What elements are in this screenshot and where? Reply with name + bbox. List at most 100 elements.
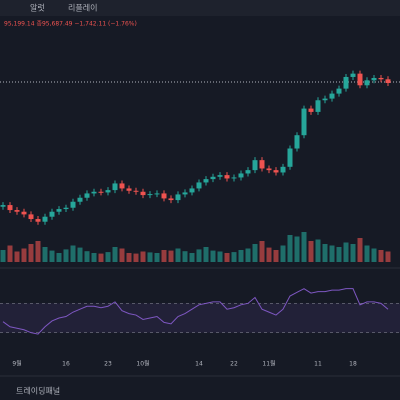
volume-bar [7,245,13,262]
candle-body [224,175,230,179]
rsi-line [2,288,389,335]
volume-bar [70,245,76,262]
candle-body [217,175,223,177]
replay-button[interactable]: 리플레이 [68,3,97,13]
candle-body [343,76,349,89]
x-tick-label: 11월 [262,360,275,368]
candle-body [196,182,202,189]
volume-bar [28,244,34,262]
candle-body [7,205,13,211]
volume-bar [273,250,279,262]
volume-bar [203,247,209,262]
candle-body [252,160,258,171]
x-tick-label: 22 [230,361,238,368]
candle-body [175,194,181,201]
candle-body [273,170,279,173]
volume-bar [91,253,97,262]
rsi-band [0,303,400,333]
trading-panel-tab[interactable]: 트레이딩패널 [16,386,60,396]
x-tick-label: 23 [104,361,112,368]
volume-bar [329,245,335,262]
candle-body [238,173,244,178]
candle-body [371,77,377,81]
volume-bar [287,235,293,262]
candle-body [266,168,272,171]
candle-body [28,214,34,220]
volume-bar [182,251,188,262]
volume-bar [154,253,160,262]
candle-body [259,160,265,169]
candle-body [231,177,237,179]
volume-bar [77,247,83,262]
volume-bar [133,253,139,262]
toolbar [0,0,400,16]
candle-body [294,135,300,149]
volume-bar [238,250,244,262]
volume-bar [105,252,111,262]
volume-bar [210,250,216,262]
volume-bar [161,250,167,262]
volume-bar [224,253,230,262]
candle-body [287,148,293,167]
volume-bar [56,253,62,262]
candle-body [210,176,216,180]
candle-body [182,192,188,195]
candle-body [105,190,111,193]
candle-body [21,211,27,215]
volume-bar [294,236,300,262]
candle-body [77,197,83,202]
candle-body [168,198,174,201]
alert-button[interactable]: 알럿 [30,3,45,13]
volume-bar [378,250,384,262]
candle-body [0,205,6,207]
volume-bar [259,241,265,262]
candle-body [315,100,321,112]
candle-body [364,80,370,86]
candle-body [322,98,328,101]
candle-body [35,219,41,222]
volume-bar [301,232,307,262]
candle-body [112,183,118,191]
volume-bar [371,248,377,262]
x-tick-label: 11 [314,361,322,368]
volume-bar [140,251,146,262]
candle-body [63,207,69,210]
volume-bar [175,248,181,262]
volume-bar [350,244,356,262]
volume-bar [147,252,153,262]
candle-body [119,183,125,189]
candle-body [14,210,20,212]
volume-bar [308,241,314,262]
candle-body [301,108,307,136]
volume-bar [231,252,237,262]
volume-bar [35,241,41,262]
candle-body [140,191,146,196]
x-tick-label: 9월 [12,360,21,368]
candle-body [189,188,195,193]
volume-bar [266,247,272,262]
candle-body [42,216,48,222]
candle-body [126,188,132,191]
candle-body [154,193,160,195]
candle-body [357,73,363,86]
candle-body [56,209,62,212]
volume-bar [0,250,6,262]
volume-bar [217,251,223,262]
volume-bar [315,239,321,262]
volume-bar [14,251,20,262]
volume-bar [168,250,174,262]
candle-body [385,79,391,84]
volume-bar [189,253,195,262]
volume-bar [322,244,328,262]
volume-bar [119,248,125,262]
volume-bar [357,238,363,262]
x-tick-label: 10월 [136,360,149,368]
x-tick-label: 18 [349,361,357,368]
volume-bar [343,242,349,262]
volume-bar [385,251,391,262]
candle-body [98,191,104,193]
candle-body [49,211,55,217]
volume-bar [112,247,118,262]
candle-body [91,191,97,194]
